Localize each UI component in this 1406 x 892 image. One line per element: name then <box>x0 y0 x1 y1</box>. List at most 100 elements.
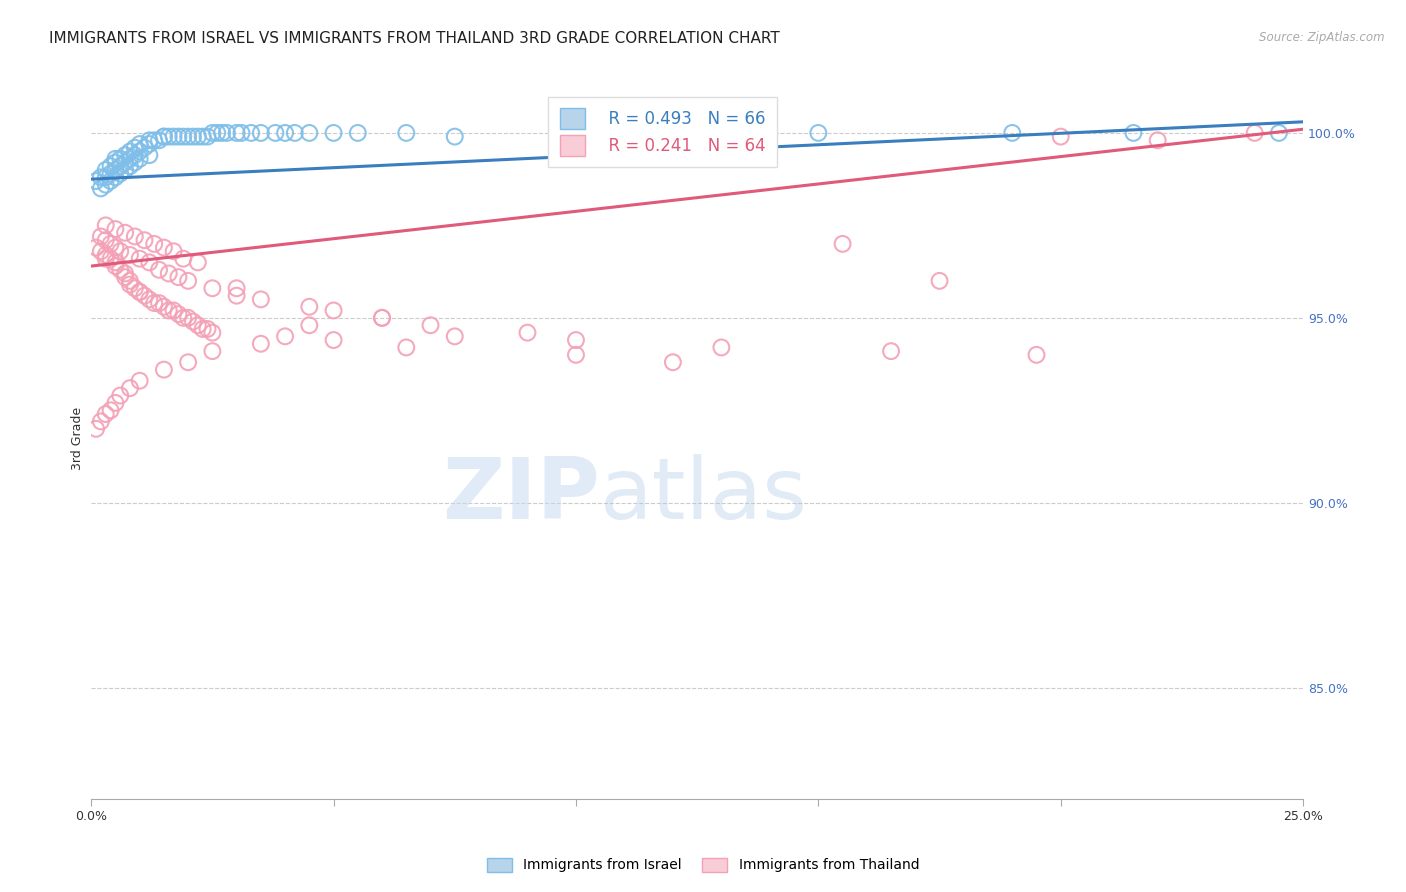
Point <box>134 233 156 247</box>
Point <box>298 318 321 333</box>
Point <box>419 318 441 333</box>
Point <box>90 170 112 185</box>
Point <box>110 152 132 166</box>
Point <box>138 136 160 151</box>
Point <box>371 310 394 325</box>
Point <box>100 159 122 173</box>
Point <box>100 252 122 266</box>
Point <box>172 129 194 144</box>
Point <box>443 129 465 144</box>
Point <box>322 126 344 140</box>
Point <box>928 274 950 288</box>
Point <box>201 344 224 359</box>
Point <box>191 129 214 144</box>
Point <box>148 262 170 277</box>
Point <box>128 285 150 299</box>
Point <box>114 155 136 169</box>
Point <box>110 388 132 402</box>
Point <box>118 274 141 288</box>
Point <box>181 129 204 144</box>
Point <box>143 296 166 310</box>
Legend:   R = 0.493   N = 66,   R = 0.241   N = 64: R = 0.493 N = 66, R = 0.241 N = 64 <box>548 96 778 168</box>
Text: Source: ZipAtlas.com: Source: ZipAtlas.com <box>1260 31 1385 45</box>
Point <box>84 422 107 436</box>
Point <box>128 374 150 388</box>
Point <box>225 126 247 140</box>
Point <box>346 126 368 140</box>
Point <box>90 414 112 428</box>
Point <box>124 155 146 169</box>
Point <box>162 303 184 318</box>
Point <box>201 281 224 295</box>
Point <box>104 396 127 410</box>
Point <box>172 252 194 266</box>
Point <box>187 318 209 333</box>
Point <box>104 162 127 177</box>
Point <box>1025 348 1047 362</box>
Point <box>250 126 273 140</box>
Point <box>1122 126 1144 140</box>
Point <box>162 129 184 144</box>
Point <box>177 274 200 288</box>
Point <box>90 181 112 195</box>
Point <box>225 281 247 295</box>
Point <box>831 236 853 251</box>
Point <box>153 129 176 144</box>
Point <box>94 170 117 185</box>
Point <box>100 236 122 251</box>
Point <box>250 293 273 307</box>
Point <box>172 310 194 325</box>
Point <box>177 310 200 325</box>
Point <box>114 270 136 285</box>
Point <box>124 141 146 155</box>
Point <box>114 162 136 177</box>
Point <box>187 129 209 144</box>
Point <box>128 136 150 151</box>
Point <box>1146 133 1168 147</box>
Point <box>110 167 132 181</box>
Point <box>124 229 146 244</box>
Point <box>284 126 307 140</box>
Text: ZIP: ZIP <box>443 454 600 537</box>
Point <box>118 381 141 395</box>
Point <box>114 267 136 281</box>
Point <box>710 341 733 355</box>
Point <box>205 126 228 140</box>
Point <box>157 267 180 281</box>
Point <box>94 248 117 262</box>
Point <box>153 129 176 144</box>
Point <box>231 126 253 140</box>
Point <box>134 288 156 302</box>
Point <box>153 362 176 376</box>
Point <box>157 129 180 144</box>
Point <box>1243 126 1265 140</box>
Point <box>118 159 141 173</box>
Point <box>128 145 150 159</box>
Point <box>138 133 160 147</box>
Point <box>662 355 685 369</box>
Point <box>1049 129 1071 144</box>
Text: atlas: atlas <box>600 454 808 537</box>
Point <box>100 174 122 188</box>
Point <box>153 241 176 255</box>
Y-axis label: 3rd Grade: 3rd Grade <box>72 407 84 469</box>
Point <box>201 126 224 140</box>
Point <box>177 355 200 369</box>
Point <box>167 270 190 285</box>
Point <box>118 277 141 292</box>
Legend: Immigrants from Israel, Immigrants from Thailand: Immigrants from Israel, Immigrants from … <box>481 852 925 878</box>
Point <box>128 252 150 266</box>
Point <box>100 167 122 181</box>
Point <box>104 255 127 269</box>
Point <box>613 129 636 144</box>
Point <box>167 307 190 321</box>
Point <box>181 314 204 328</box>
Point <box>274 126 297 140</box>
Point <box>197 322 219 336</box>
Point <box>264 126 287 140</box>
Point <box>124 148 146 162</box>
Point <box>191 322 214 336</box>
Point <box>157 303 180 318</box>
Point <box>90 229 112 244</box>
Point <box>84 241 107 255</box>
